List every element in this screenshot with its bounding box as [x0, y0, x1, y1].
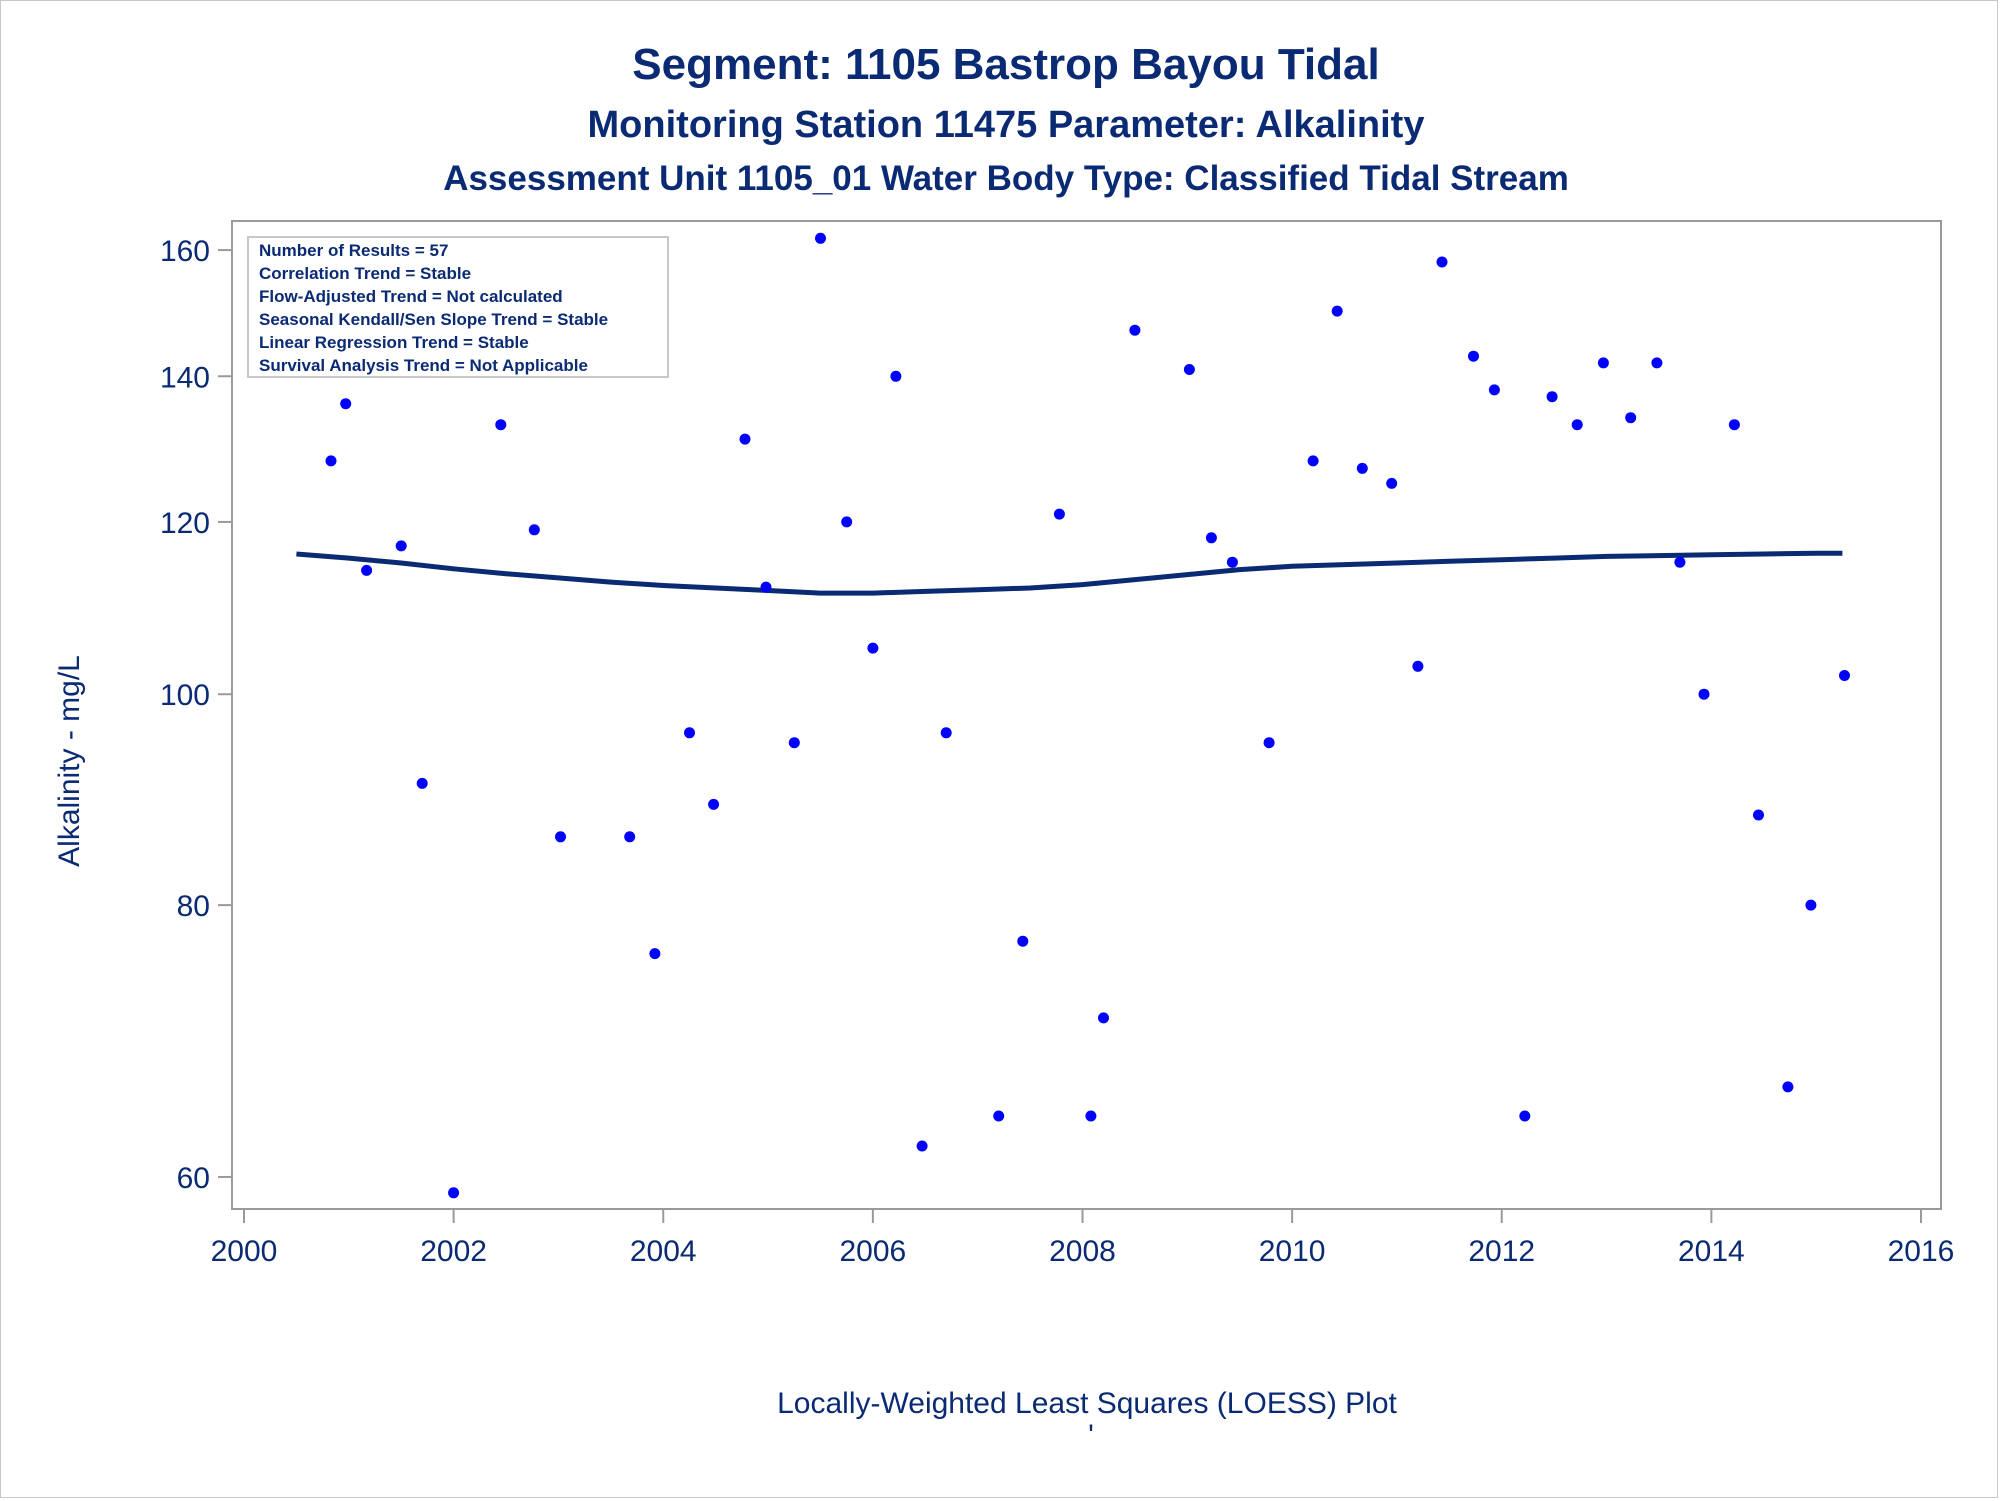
data-point: [1098, 1012, 1109, 1024]
chart-subtitle-station: Monitoring Station 11475 Parameter: Alka…: [588, 104, 1425, 146]
x-tick-label: 2016: [1888, 1235, 1955, 1268]
data-point: [448, 1187, 460, 1199]
data-point: [1085, 1110, 1097, 1122]
chart-subtitle-assessment: Assessment Unit 1105_01 Water Body Type:…: [443, 159, 1569, 198]
data-point: [649, 948, 661, 960]
data-point: [867, 642, 879, 654]
stats-inset: Number of Results = 57 Correlation Trend…: [247, 236, 669, 378]
data-point: [1386, 477, 1398, 489]
x-axis: 2000 2002 2004 2006 2008 2010 2012 2014 2016: [211, 1209, 1955, 1268]
data-point: [1839, 670, 1850, 681]
data-point: [1129, 324, 1141, 336]
data-point: [1728, 419, 1740, 431]
footnote-loess: Locally-Weighted Least Squares (LOESS) P…: [777, 1387, 1397, 1420]
data-point: [1331, 305, 1343, 317]
x-tick-label: 2004: [630, 1235, 697, 1268]
loess-curve: [296, 550, 1843, 596]
data-point: [1226, 556, 1238, 568]
data-point: [993, 1110, 1005, 1122]
data-point: [340, 398, 352, 410]
data-point: [1017, 935, 1029, 947]
y-tick-label: 120: [160, 507, 210, 540]
data-point: [1805, 899, 1817, 911]
data-point: [528, 524, 540, 536]
y-tick-label: 60: [177, 1162, 210, 1195]
y-tick-label: 100: [160, 679, 210, 712]
data-point: [1205, 532, 1217, 544]
data-point: [325, 455, 337, 467]
data-point: [739, 433, 751, 445]
footnote-mark: ': [1088, 1419, 1094, 1452]
y-axis: 60 80 100 120 140 160: [160, 235, 232, 1195]
x-tick-label: 2006: [840, 1235, 907, 1268]
data-point: [1698, 688, 1710, 700]
data-point: [815, 232, 826, 244]
data-point: [940, 727, 952, 739]
data-point: [1468, 350, 1479, 362]
data-point: [416, 777, 428, 789]
data-point: [1625, 412, 1637, 424]
data-point: [1307, 455, 1319, 467]
data-point: [1412, 660, 1424, 672]
y-tick-label: 160: [160, 235, 210, 268]
x-tick-label: 2002: [420, 1235, 487, 1268]
data-point: [684, 727, 695, 739]
data-point: [841, 516, 853, 528]
data-point: [708, 798, 720, 810]
x-tick-label: 2012: [1468, 1235, 1535, 1268]
data-point: [495, 419, 507, 431]
y-axis-label: Alkalinity - mg/L: [53, 655, 86, 867]
stats-inset-box: [247, 236, 669, 378]
data-point: [1753, 809, 1764, 821]
data-point: [395, 540, 407, 552]
stat-survival-analysis-trend: Survival Analysis Trend = Not Applicable: [259, 356, 588, 375]
stat-number-of-results: Number of Results = 57: [259, 241, 448, 260]
data-point: [916, 1140, 928, 1152]
x-tick-label: 2008: [1049, 1235, 1116, 1268]
data-point: [1782, 1081, 1794, 1093]
chart-title: Segment: 1105 Bastrop Bayou Tidal: [632, 40, 1379, 89]
loess-layer: [296, 550, 1843, 596]
stat-seasonal-kendall-trend: Seasonal Kendall/Sen Slope Trend = Stabl…: [259, 310, 608, 329]
data-point: [1436, 256, 1448, 268]
data-point: [1263, 737, 1275, 749]
data-point: [788, 737, 800, 749]
data-point: [890, 370, 902, 382]
data-point: [1053, 508, 1065, 520]
x-tick-label: 2010: [1259, 1235, 1326, 1268]
data-point: [1488, 384, 1500, 396]
y-tick-label: 80: [177, 890, 210, 923]
data-point: [1651, 357, 1663, 369]
plot-area-frame: [231, 220, 1942, 1210]
data-point: [760, 581, 772, 593]
x-tick-label: 2000: [211, 1235, 278, 1268]
data-point: [1356, 462, 1368, 474]
y-tick-label: 140: [160, 361, 210, 394]
data-point: [1571, 419, 1583, 431]
data-point: [1546, 391, 1558, 403]
stat-correlation-trend: Correlation Trend = Stable: [259, 264, 471, 283]
x-tick-label: 2014: [1678, 1235, 1745, 1268]
stat-flow-adjusted-trend: Flow-Adjusted Trend = Not calculated: [259, 287, 563, 306]
data-point: [1519, 1110, 1531, 1122]
data-point: [1597, 357, 1609, 369]
stat-linear-regression-trend: Linear Regression Trend = Stable: [259, 333, 529, 352]
data-point: [361, 564, 373, 576]
data-point: [624, 831, 636, 843]
data-point: [1183, 364, 1195, 375]
data-point: [1674, 556, 1686, 568]
data-point: [555, 831, 566, 843]
